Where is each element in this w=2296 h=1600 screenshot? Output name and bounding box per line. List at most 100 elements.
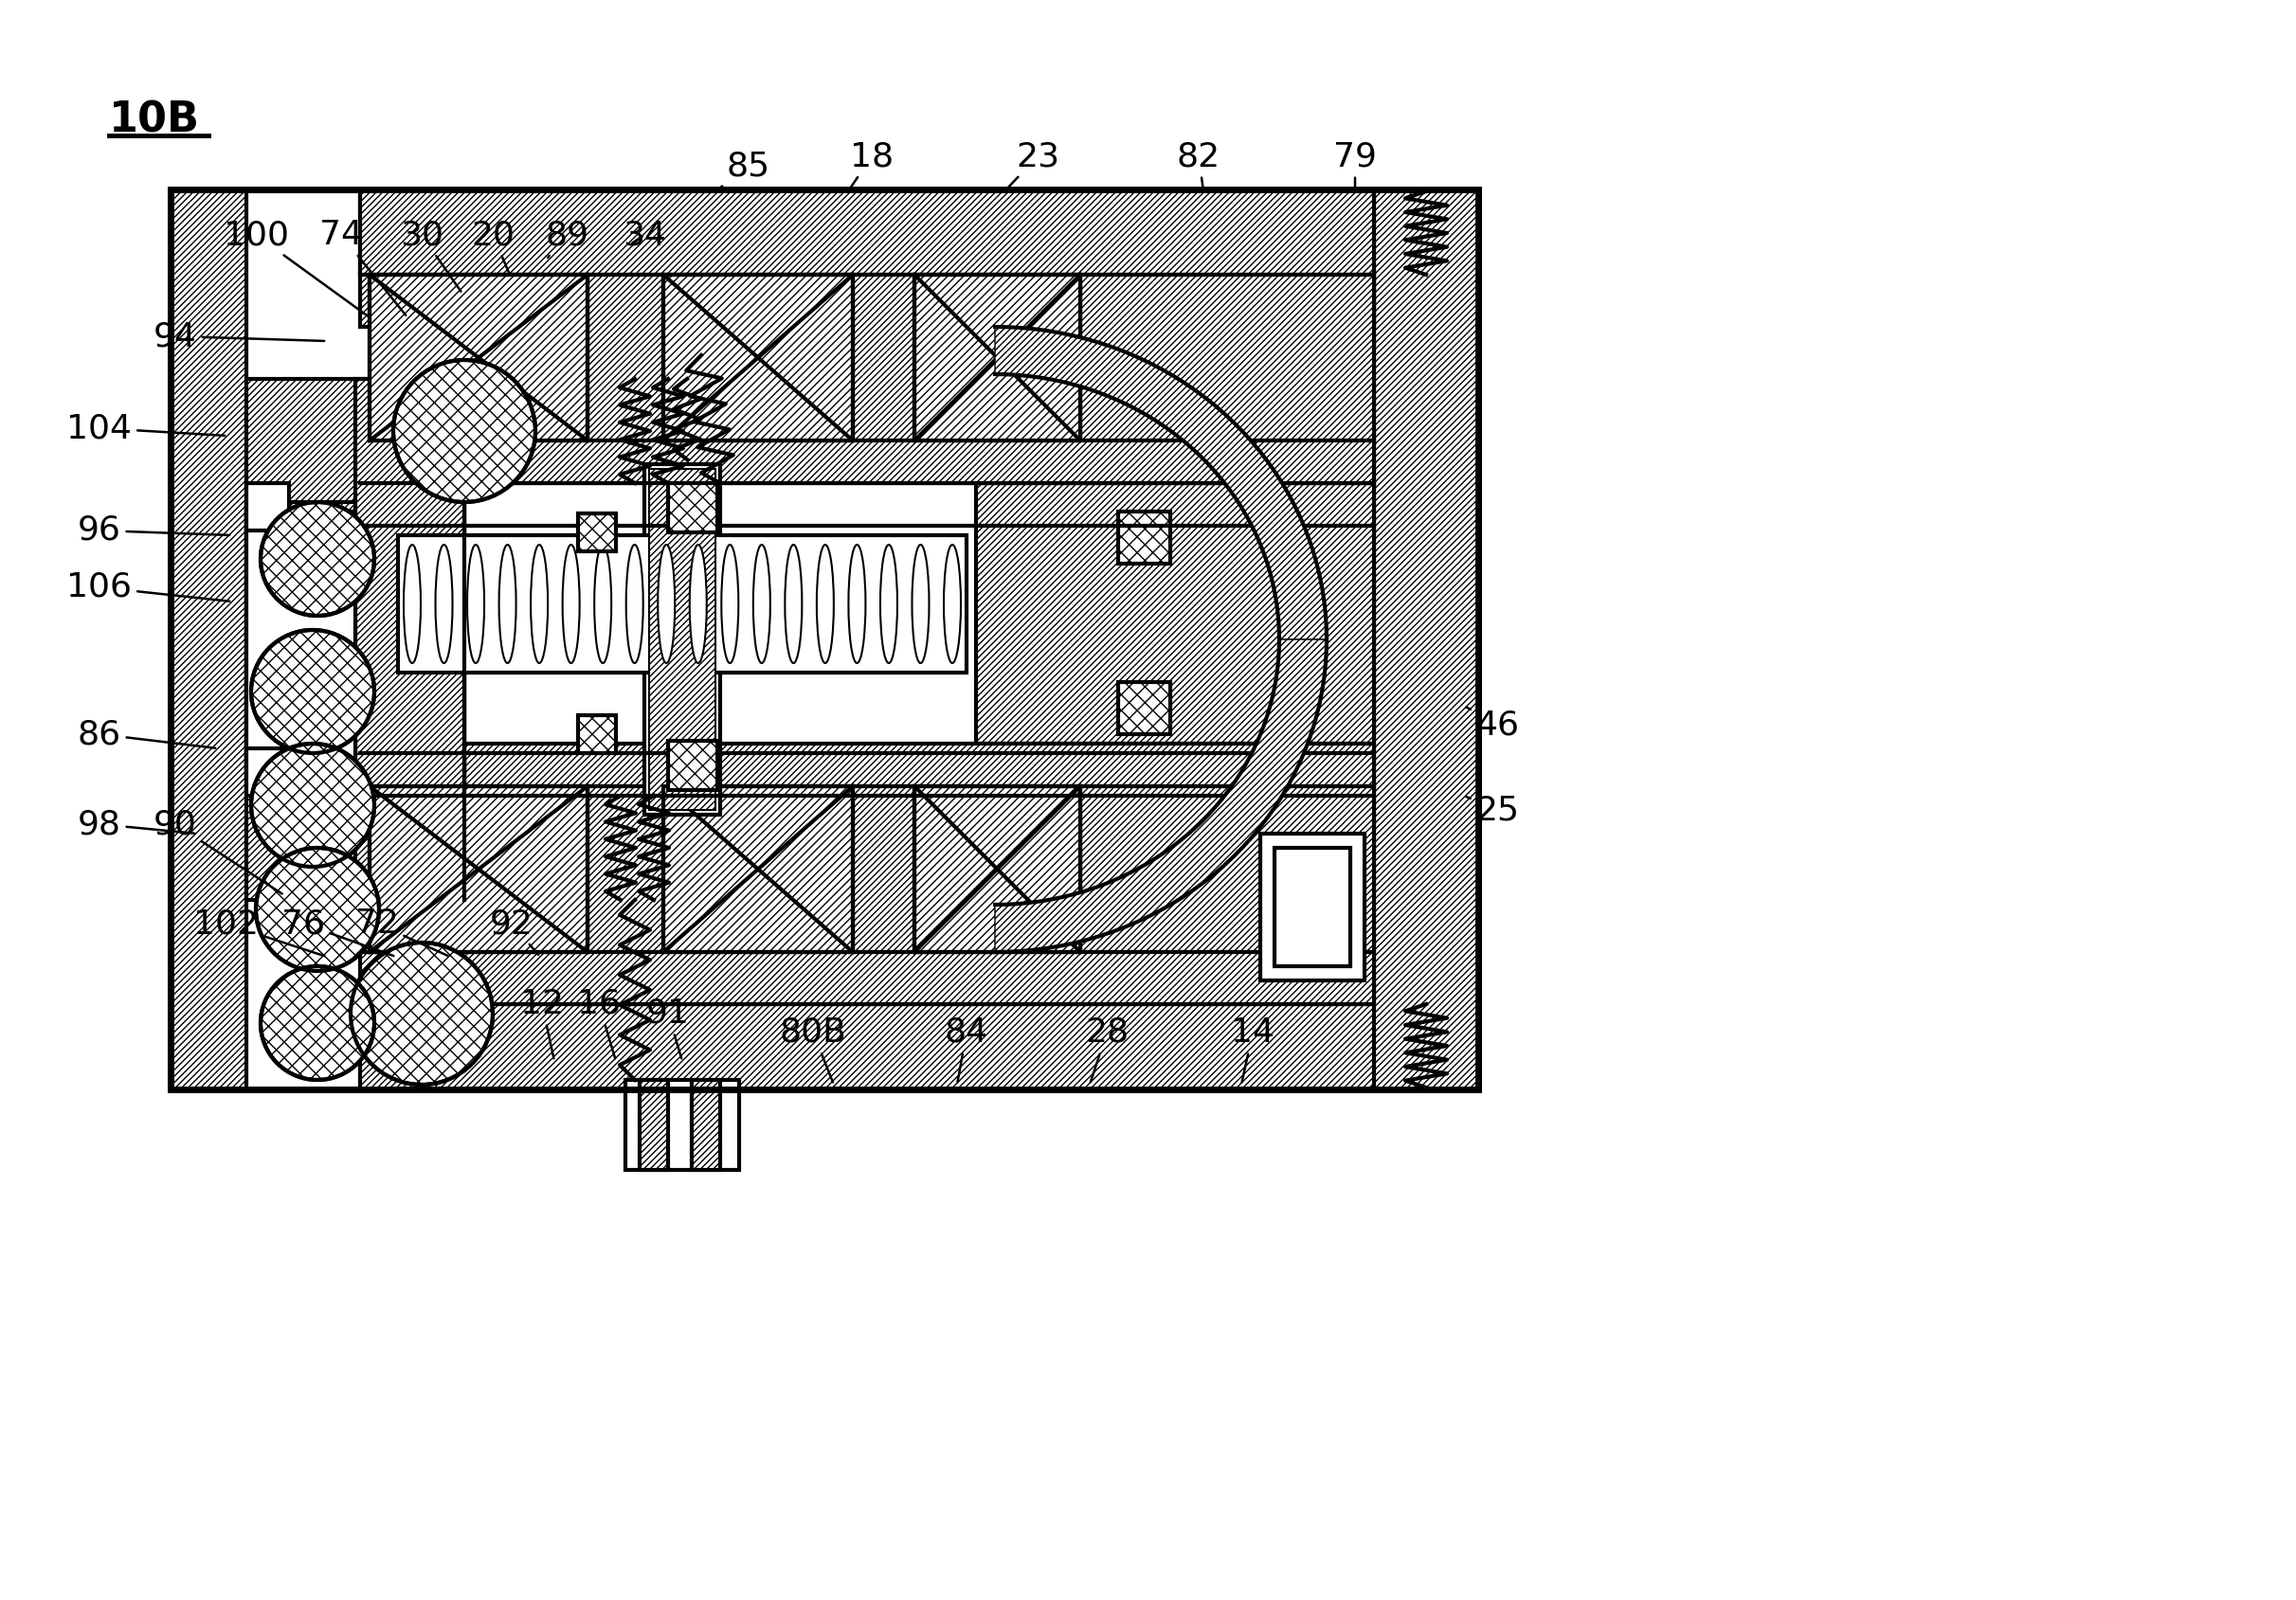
- Text: 16: 16: [576, 989, 620, 1059]
- Text: 72: 72: [356, 907, 448, 955]
- Bar: [625, 1080, 739, 1170]
- Text: 34: 34: [622, 219, 666, 251]
- Ellipse shape: [912, 544, 930, 662]
- Bar: [914, 275, 1079, 440]
- Bar: [246, 749, 289, 795]
- Text: 92: 92: [489, 907, 537, 955]
- Text: 94: 94: [154, 320, 324, 352]
- Circle shape: [250, 630, 374, 754]
- Text: 86: 86: [78, 718, 216, 750]
- Text: 82: 82: [1178, 141, 1221, 189]
- Bar: [246, 502, 464, 899]
- Bar: [170, 189, 1479, 1090]
- Circle shape: [259, 966, 374, 1080]
- Bar: [360, 189, 1373, 275]
- Bar: [852, 275, 914, 440]
- Ellipse shape: [785, 544, 801, 662]
- Ellipse shape: [753, 544, 769, 662]
- Text: 102: 102: [193, 907, 324, 955]
- Circle shape: [259, 502, 374, 616]
- Bar: [246, 512, 356, 768]
- Bar: [645, 464, 721, 814]
- Bar: [914, 786, 1079, 952]
- Bar: [852, 786, 914, 952]
- Ellipse shape: [595, 544, 611, 662]
- Bar: [246, 379, 464, 776]
- Bar: [914, 786, 1079, 952]
- Text: 96: 96: [78, 514, 230, 547]
- Bar: [170, 189, 246, 1090]
- Bar: [246, 483, 289, 531]
- Text: 20: 20: [471, 219, 514, 272]
- Bar: [691, 1080, 721, 1170]
- Ellipse shape: [563, 544, 579, 662]
- Bar: [1261, 834, 1364, 981]
- Text: 104: 104: [67, 413, 225, 445]
- Text: 46: 46: [1467, 707, 1520, 741]
- Bar: [360, 275, 1373, 326]
- Bar: [668, 483, 716, 533]
- Ellipse shape: [404, 544, 420, 662]
- Text: 14: 14: [1231, 1016, 1274, 1082]
- Bar: [650, 469, 716, 810]
- Bar: [360, 440, 1373, 483]
- Polygon shape: [994, 640, 1327, 952]
- Bar: [356, 379, 464, 899]
- Bar: [370, 275, 588, 440]
- Ellipse shape: [530, 544, 549, 662]
- Text: 12: 12: [521, 989, 565, 1059]
- Text: 74: 74: [319, 219, 406, 315]
- Text: 98: 98: [78, 808, 195, 840]
- Text: 80B: 80B: [781, 1016, 847, 1082]
- Bar: [579, 715, 615, 754]
- Ellipse shape: [659, 544, 675, 662]
- Bar: [664, 786, 852, 952]
- Bar: [588, 275, 664, 440]
- Bar: [360, 189, 1479, 275]
- Bar: [170, 189, 1479, 1090]
- Bar: [668, 741, 716, 790]
- Text: 76: 76: [282, 907, 393, 955]
- Ellipse shape: [689, 544, 707, 662]
- Polygon shape: [994, 326, 1327, 640]
- Text: 10B: 10B: [108, 99, 200, 141]
- Circle shape: [255, 848, 379, 971]
- Bar: [370, 786, 588, 952]
- Text: 28: 28: [1086, 1016, 1130, 1082]
- Bar: [1079, 786, 1373, 952]
- Bar: [360, 1005, 1479, 1090]
- Text: 30: 30: [400, 219, 461, 291]
- Text: 79: 79: [1334, 141, 1378, 189]
- Ellipse shape: [879, 544, 898, 662]
- Bar: [1373, 189, 1479, 1090]
- Text: 85: 85: [719, 150, 771, 190]
- Bar: [1079, 275, 1373, 440]
- Text: 106: 106: [67, 571, 230, 603]
- Bar: [664, 275, 852, 440]
- Bar: [976, 483, 1373, 744]
- Bar: [360, 744, 1373, 786]
- Text: 91: 91: [645, 997, 689, 1059]
- Bar: [641, 1080, 668, 1170]
- Bar: [664, 786, 852, 952]
- Ellipse shape: [721, 544, 739, 662]
- Text: 90: 90: [154, 808, 282, 894]
- Bar: [1118, 512, 1171, 563]
- Bar: [914, 275, 1079, 440]
- Text: 84: 84: [944, 1016, 987, 1082]
- Ellipse shape: [436, 544, 452, 662]
- Ellipse shape: [817, 544, 833, 662]
- Circle shape: [250, 744, 374, 867]
- Ellipse shape: [627, 544, 643, 662]
- Bar: [360, 952, 1373, 1005]
- Bar: [1118, 682, 1171, 734]
- Ellipse shape: [466, 544, 484, 662]
- Ellipse shape: [850, 544, 866, 662]
- Ellipse shape: [944, 544, 960, 662]
- Circle shape: [351, 942, 494, 1085]
- Bar: [370, 786, 588, 952]
- Text: 23: 23: [1006, 141, 1058, 189]
- Bar: [1274, 848, 1350, 966]
- Bar: [579, 514, 615, 552]
- Ellipse shape: [498, 544, 517, 662]
